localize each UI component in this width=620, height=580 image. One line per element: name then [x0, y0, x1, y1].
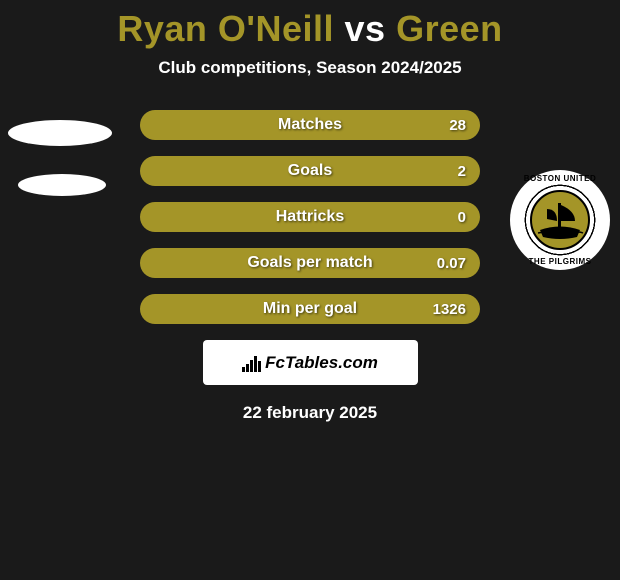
- chart-icon: [242, 354, 261, 372]
- stat-row-matches: Matches 28: [140, 110, 480, 140]
- brand-logo: FcTables.com: [242, 353, 378, 373]
- stat-label: Goals per match: [140, 254, 480, 272]
- crest-ring: BOSTON UNITED THE PILGRIMS: [510, 170, 610, 270]
- stat-label: Min per goal: [140, 300, 480, 318]
- left-team-badges: [8, 120, 112, 196]
- subtitle: Club competitions, Season 2024/2025: [0, 58, 620, 78]
- brand-logo-box: FcTables.com: [203, 340, 418, 385]
- stat-label: Matches: [140, 116, 480, 134]
- stat-row-hattricks: Hattricks 0: [140, 202, 480, 232]
- stat-row-mpg: Min per goal 1326: [140, 294, 480, 324]
- stat-label: Hattricks: [140, 208, 480, 226]
- left-ellipse-2: [18, 174, 106, 196]
- left-ellipse-1: [8, 120, 112, 146]
- page-title: Ryan O'Neill vs Green: [0, 0, 620, 50]
- title-player2: Green: [396, 8, 503, 49]
- brand-text: FcTables.com: [265, 353, 378, 373]
- stat-value: 0.07: [437, 255, 466, 272]
- date-text: 22 february 2025: [0, 403, 620, 423]
- crest-inner: [530, 190, 590, 250]
- stat-value: 2: [458, 163, 466, 180]
- stat-value: 1326: [433, 301, 466, 318]
- stat-label: Goals: [140, 162, 480, 180]
- stat-value: 28: [449, 117, 466, 134]
- title-vs: vs: [334, 8, 396, 49]
- crest-text-bottom: THE PILGRIMS: [529, 257, 592, 266]
- stats-container: Matches 28 Goals 2 Hattricks 0 Goals per…: [140, 110, 480, 324]
- crest-text-top: BOSTON UNITED: [524, 174, 597, 183]
- stat-value: 0: [458, 209, 466, 226]
- ship-icon: [535, 195, 585, 245]
- stat-row-gpm: Goals per match 0.07: [140, 248, 480, 278]
- right-team-badge: BOSTON UNITED THE PILGRIMS: [510, 170, 610, 270]
- stat-row-goals: Goals 2: [140, 156, 480, 186]
- title-player1: Ryan O'Neill: [117, 8, 334, 49]
